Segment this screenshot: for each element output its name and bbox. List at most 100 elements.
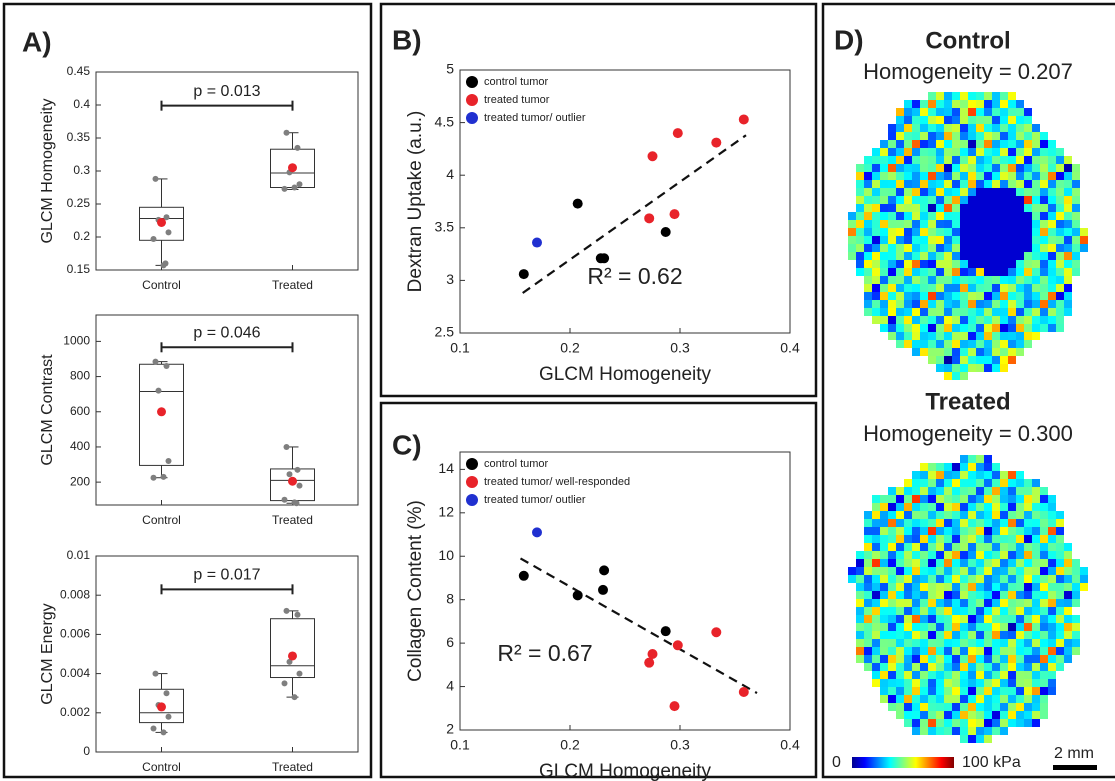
heatmap-cell bbox=[928, 148, 936, 156]
heatmap-cell bbox=[864, 220, 872, 228]
heatmap-cell bbox=[888, 631, 896, 639]
heatmap-cell bbox=[920, 276, 928, 284]
heatmap-cell bbox=[864, 559, 872, 567]
heatmap-cell bbox=[928, 100, 936, 108]
heatmap-cell bbox=[1016, 583, 1024, 591]
heatmap-cell bbox=[952, 212, 960, 220]
heatmap-cell bbox=[984, 519, 992, 527]
heatmap-cell bbox=[976, 300, 984, 308]
heatmap-cell bbox=[936, 180, 944, 188]
heatmap-cell bbox=[936, 583, 944, 591]
heatmap-cell bbox=[1048, 519, 1056, 527]
heatmap-cell bbox=[1016, 559, 1024, 567]
heatmap-cell bbox=[872, 308, 880, 316]
heatmap-cell bbox=[928, 124, 936, 132]
data-point bbox=[292, 185, 298, 191]
heatmap-cell bbox=[1000, 599, 1008, 607]
heatmap-cell bbox=[936, 599, 944, 607]
heatmap-cell bbox=[928, 575, 936, 583]
heatmap-cell bbox=[960, 615, 968, 623]
heatmap-cell bbox=[976, 324, 984, 332]
heatmap-cell bbox=[1016, 212, 1024, 220]
heatmap-cell bbox=[992, 180, 1000, 188]
y-tick-label: 1000 bbox=[63, 334, 90, 348]
heatmap-cell bbox=[992, 212, 1000, 220]
heatmap-cell bbox=[984, 567, 992, 575]
heatmap-cell bbox=[984, 324, 992, 332]
heatmap-cell bbox=[928, 487, 936, 495]
heatmap-cell bbox=[904, 180, 912, 188]
heatmap-cell bbox=[928, 164, 936, 172]
heatmap-cell bbox=[992, 268, 1000, 276]
heatmap-cell bbox=[944, 316, 952, 324]
heatmap-cell bbox=[1016, 479, 1024, 487]
heatmap-cell bbox=[920, 252, 928, 260]
heatmap-cell bbox=[1040, 711, 1048, 719]
heatmap-cell bbox=[1040, 300, 1048, 308]
heatmap-cell bbox=[928, 711, 936, 719]
heatmap-cell bbox=[904, 100, 912, 108]
heatmap-cell bbox=[944, 583, 952, 591]
heatmap-cell bbox=[936, 479, 944, 487]
heatmap-cell bbox=[1008, 268, 1016, 276]
heatmap-cell bbox=[1064, 156, 1072, 164]
heatmap-cell bbox=[864, 180, 872, 188]
heatmap-cell bbox=[1000, 268, 1008, 276]
data-point bbox=[153, 176, 159, 182]
heatmap-cell bbox=[1024, 180, 1032, 188]
heatmap-cell bbox=[984, 455, 992, 463]
heatmap-cell bbox=[848, 244, 856, 252]
heatmap-cell bbox=[904, 276, 912, 284]
heatmap-cell bbox=[1016, 196, 1024, 204]
heatmap-cell bbox=[872, 180, 880, 188]
heatmap-cell bbox=[992, 188, 1000, 196]
heatmap-cell bbox=[920, 236, 928, 244]
legend-marker bbox=[466, 76, 478, 88]
heatmap-cell bbox=[920, 727, 928, 735]
heatmap-cell bbox=[896, 316, 904, 324]
heatmap-cell bbox=[896, 575, 904, 583]
heatmap-cell bbox=[992, 535, 1000, 543]
heatmap-cell bbox=[968, 615, 976, 623]
heatmap-cell bbox=[1016, 220, 1024, 228]
heatmap-cell bbox=[1048, 276, 1056, 284]
heatmap-cell bbox=[1008, 212, 1016, 220]
heatmap-cell bbox=[968, 663, 976, 671]
heatmap-cell bbox=[904, 695, 912, 703]
heatmap-cell bbox=[1040, 268, 1048, 276]
heatmap-cell bbox=[1032, 124, 1040, 132]
heatmap-cell bbox=[1008, 551, 1016, 559]
heatmap-cell bbox=[912, 268, 920, 276]
heatmap-cell bbox=[896, 292, 904, 300]
heatmap-cell bbox=[1008, 511, 1016, 519]
heatmap-cell bbox=[968, 124, 976, 132]
heatmap-cell bbox=[880, 567, 888, 575]
heatmap-cell bbox=[984, 196, 992, 204]
heatmap-cell bbox=[904, 300, 912, 308]
heatmap-cell bbox=[888, 535, 896, 543]
heatmap-cell bbox=[1000, 172, 1008, 180]
heatmap-cell bbox=[872, 543, 880, 551]
heatmap-cell bbox=[960, 244, 968, 252]
heatmap-cell bbox=[1000, 535, 1008, 543]
heatmap-cell bbox=[952, 148, 960, 156]
heatmap-cell bbox=[1000, 148, 1008, 156]
heatmap-cell bbox=[968, 340, 976, 348]
treated-title: Treated bbox=[925, 388, 1010, 415]
heatmap-cell bbox=[936, 324, 944, 332]
heatmap-cell bbox=[880, 228, 888, 236]
heatmap-cell bbox=[984, 591, 992, 599]
heatmap-cell bbox=[1008, 583, 1016, 591]
heatmap-cell bbox=[896, 487, 904, 495]
scatter-point bbox=[598, 585, 608, 595]
heatmap-cell bbox=[856, 575, 864, 583]
heatmap-cell bbox=[1064, 623, 1072, 631]
heatmap-cell bbox=[1024, 647, 1032, 655]
heatmap-cell bbox=[904, 503, 912, 511]
heatmap-cell bbox=[880, 687, 888, 695]
heatmap-cell bbox=[944, 180, 952, 188]
heatmap-cell bbox=[888, 487, 896, 495]
heatmap-cell bbox=[936, 687, 944, 695]
heatmap-cell bbox=[1072, 591, 1080, 599]
heatmap-cell bbox=[984, 631, 992, 639]
